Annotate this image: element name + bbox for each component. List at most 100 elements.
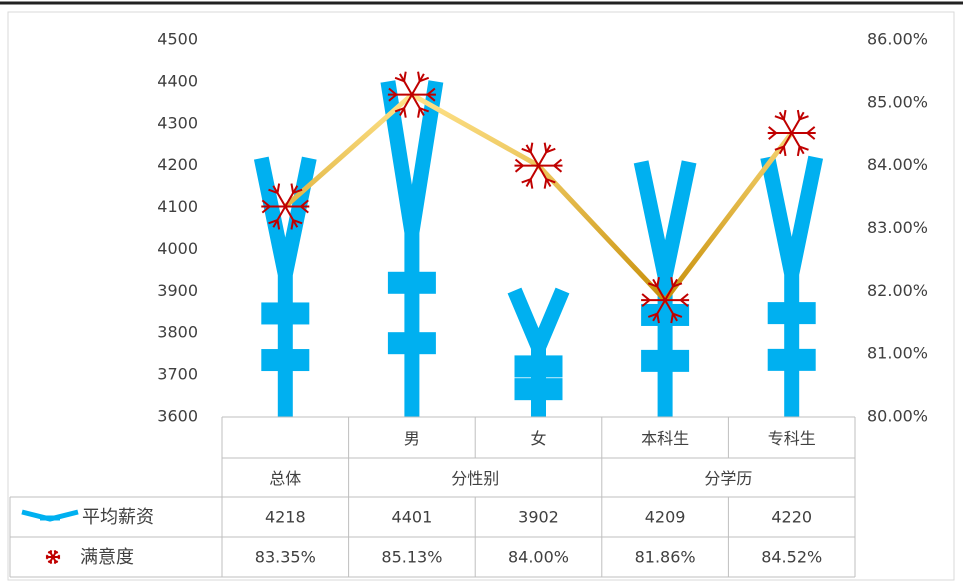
yen-crossbar — [767, 348, 816, 371]
yen-crossbar — [387, 271, 436, 294]
yen-crossbar — [514, 355, 563, 378]
marker — [261, 183, 310, 230]
flake-arm — [399, 73, 413, 96]
flake-branch — [268, 219, 278, 225]
flake-branch — [680, 299, 689, 308]
yen-bar — [633, 160, 697, 417]
flake-arm — [537, 165, 552, 187]
legend-key — [30, 550, 76, 564]
flake-arm — [284, 206, 299, 228]
table-value: 81.86% — [635, 548, 696, 567]
flake-branch — [417, 108, 421, 118]
yen-crossbar — [641, 349, 690, 372]
flake-arm — [664, 278, 678, 301]
x-tick-label: 女 — [530, 429, 546, 448]
legend-key — [21, 509, 79, 522]
group-label: 分学历 — [704, 469, 752, 488]
flake-branch — [656, 313, 660, 324]
flake-branch — [647, 312, 658, 318]
flake-branch — [796, 109, 801, 120]
flake-branch — [276, 183, 281, 194]
y-tick-label: 3900 — [157, 281, 198, 300]
flake-branch — [768, 126, 777, 134]
flake-branch — [806, 126, 816, 134]
yen-bar — [253, 156, 317, 417]
chart-frame — [7, 11, 955, 581]
flake-branch — [292, 188, 303, 194]
flake-branch — [54, 551, 59, 554]
flake-branch — [417, 71, 421, 82]
flake-branch — [300, 199, 309, 208]
flake-arm — [525, 165, 540, 187]
flake-branch — [45, 554, 50, 558]
y-tick-label: 4000 — [157, 239, 198, 258]
legend-label: 平均薪资 — [82, 507, 154, 528]
yen-crossbar — [261, 302, 310, 325]
flake-branch — [290, 219, 295, 230]
flake-arm — [790, 132, 805, 155]
flake-branch — [388, 93, 397, 102]
yen-bar — [507, 287, 570, 417]
y2-tick-label: 85.00% — [867, 92, 928, 111]
flake-branch — [647, 282, 658, 288]
y-tick-label: 4200 — [157, 155, 198, 174]
marker — [514, 142, 563, 189]
flake-branch — [782, 146, 787, 157]
flake-branch — [261, 205, 271, 214]
flake-branch — [514, 158, 524, 167]
flake-arm — [778, 111, 793, 134]
marker — [387, 71, 436, 118]
flake-branch — [806, 132, 816, 140]
flake-branch — [261, 199, 271, 208]
flake-branch — [56, 556, 61, 560]
flake-branch — [641, 293, 651, 301]
flake-branch — [268, 188, 278, 194]
flake-arm — [411, 94, 425, 116]
flake-branch — [388, 87, 397, 96]
flake-branch — [529, 142, 534, 153]
legend-label: 满意度 — [80, 547, 134, 568]
group-label: 分性别 — [451, 469, 499, 488]
flake-branch — [419, 107, 430, 113]
flake-branch — [276, 219, 281, 230]
y-tick-label: 4400 — [157, 71, 198, 90]
table-value: 4209 — [645, 508, 686, 527]
y-tick-label: 3800 — [157, 323, 198, 342]
flake-branch — [47, 560, 52, 563]
flake-branch — [545, 147, 556, 154]
flake-branch — [403, 71, 407, 82]
y-tick-label: 4100 — [157, 197, 198, 216]
flake-branch — [774, 145, 785, 151]
flake-branch — [419, 76, 430, 83]
x-tick-label: 本科生 — [641, 429, 689, 448]
flake-branch — [641, 299, 651, 308]
y2-tick-label: 83.00% — [867, 218, 928, 237]
flake-arm — [272, 206, 287, 228]
y-tick-label: 4500 — [157, 30, 198, 49]
flake-branch — [529, 179, 534, 189]
flake-branch — [553, 164, 563, 173]
flake-branch — [514, 164, 524, 173]
y2-tick-label: 80.00% — [867, 407, 928, 426]
flake-arm — [537, 144, 552, 167]
flake-branch — [672, 282, 683, 288]
flake-arm — [525, 144, 540, 167]
flake-branch — [799, 115, 809, 121]
flake-branch — [300, 205, 309, 214]
table-value: 4220 — [771, 508, 812, 527]
table-value: 85.13% — [381, 548, 442, 567]
marker — [641, 277, 690, 324]
yen-crossbar — [261, 349, 310, 372]
flake-arm — [652, 278, 666, 301]
flake-branch — [403, 108, 407, 118]
flake-branch — [521, 178, 532, 184]
flake-branch — [656, 277, 660, 287]
flake-branch — [553, 158, 563, 167]
flake-branch — [768, 132, 777, 140]
x-tick-label: 专科生 — [768, 429, 816, 448]
yen-crossbar — [767, 302, 816, 325]
flake-branch — [521, 147, 532, 154]
yen-bar — [380, 80, 444, 417]
line — [283, 91, 794, 304]
flake-branch — [290, 183, 295, 194]
